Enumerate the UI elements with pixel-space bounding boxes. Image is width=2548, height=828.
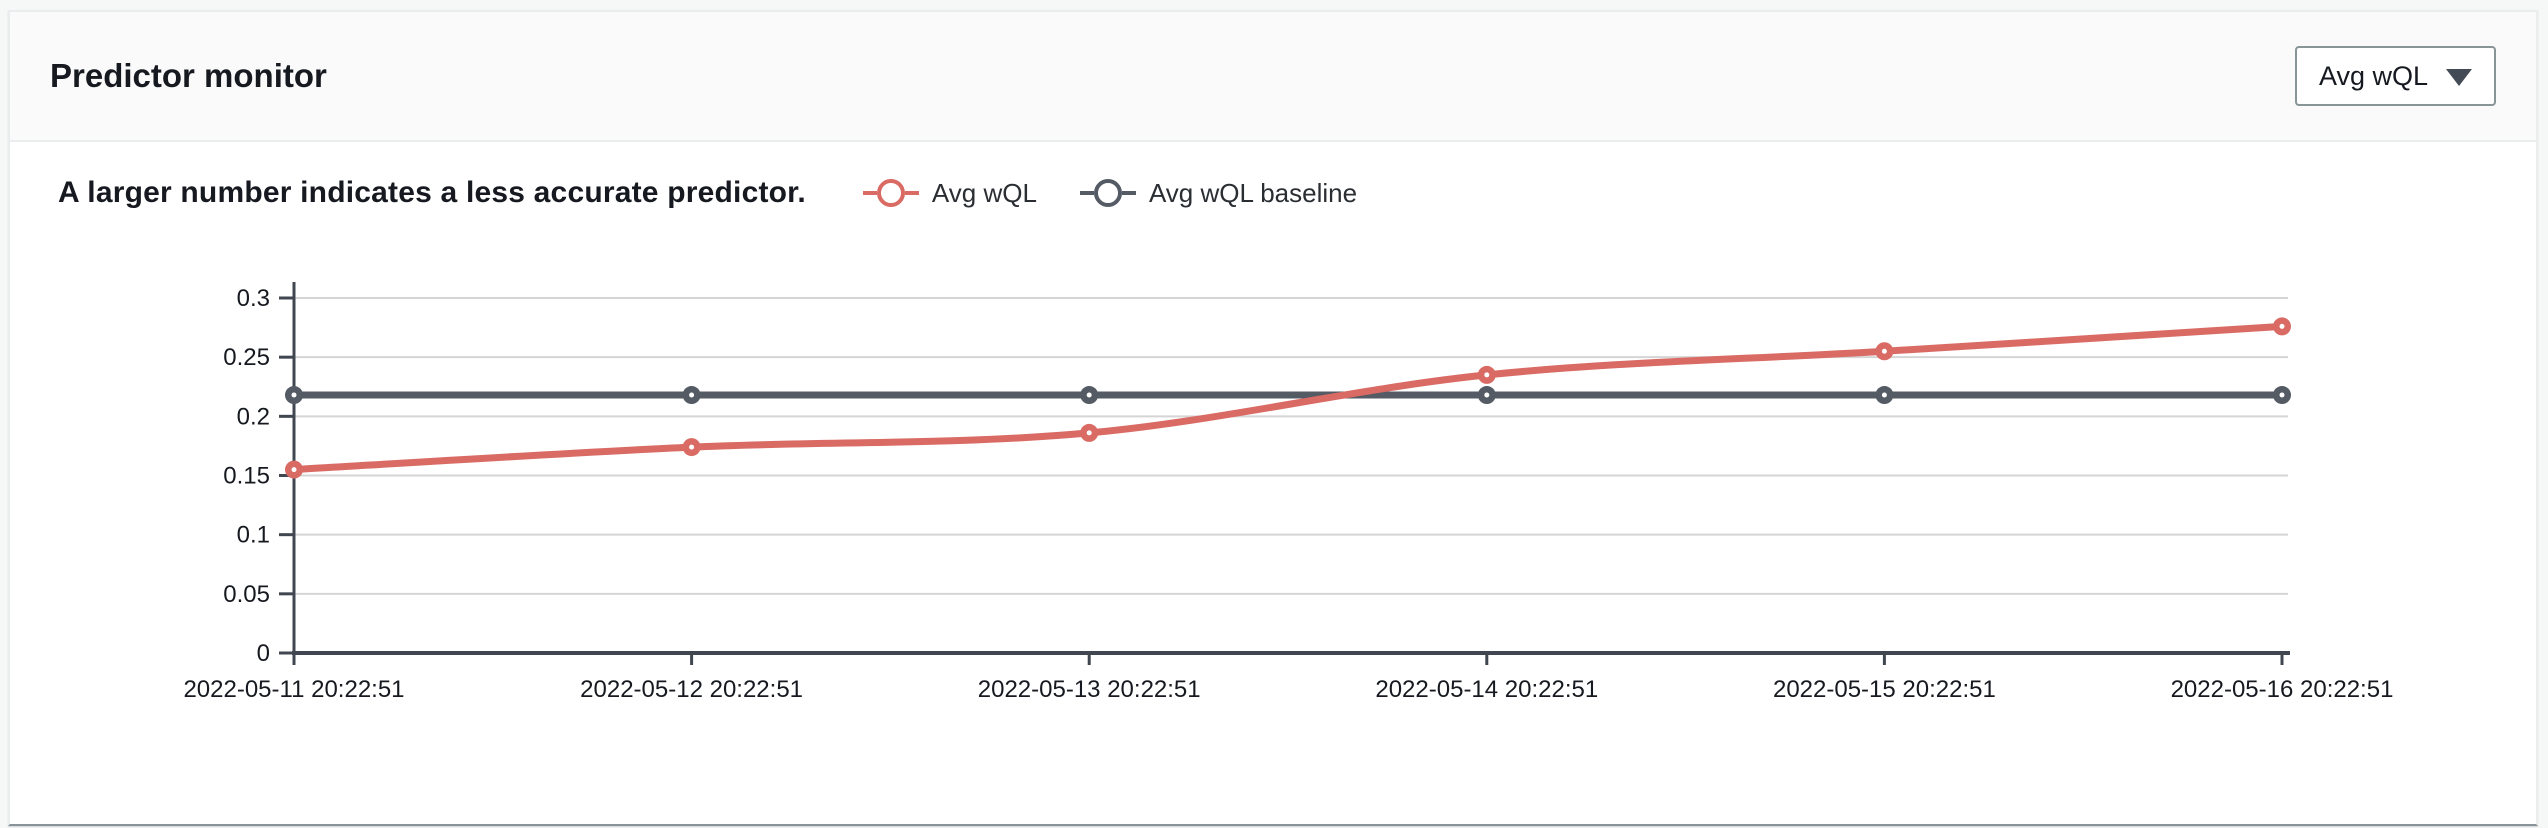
metric-select-dropdown[interactable]: Avg wQL	[2294, 46, 2496, 106]
y-tick-label: 0.2	[237, 403, 270, 430]
y-tick-label: 0	[257, 640, 270, 667]
legend-label: Avg wQL baseline	[1148, 177, 1358, 208]
chart-point-center	[1484, 392, 1490, 398]
chart-point-center	[1086, 430, 1092, 436]
predictor-monitor-chart[interactable]: 0 0.05 0.1 0.15 0.2 0.25 0.3 2022-05-11 20:22:5…	[10, 142, 2534, 820]
chart-point-center	[1484, 372, 1490, 378]
x-tick-label: 2022-05-14 20:22:51	[1375, 676, 1598, 703]
y-tick-label: 0.05	[223, 581, 270, 608]
x-tick-label: 2022-05-13 20:22:51	[978, 676, 1201, 703]
legend-label: Avg wQL	[931, 177, 1037, 208]
panel-body: 0 0.05 0.1 0.15 0.2 0.25 0.3 2022-05-11 20:22:5…	[10, 142, 2536, 822]
y-tick-label: 0.3	[237, 285, 270, 312]
y-tick-label: 0.1	[237, 522, 270, 549]
subtitle-row: A larger number indicates a less accurat…	[10, 142, 2536, 210]
chart-point-center	[1881, 392, 1887, 398]
chart-point-center	[689, 392, 695, 398]
x-tick-label: 2022-05-12 20:22:51	[580, 676, 803, 703]
x-tick-label: 2022-05-16 20:22:51	[2171, 676, 2394, 703]
chart-point-center	[1086, 392, 1092, 398]
legend-item-avg-wql[interactable]: Avg wQL	[862, 176, 1037, 210]
y-tick-label: 0.25	[223, 344, 270, 371]
y-tick-label: 0.15	[223, 463, 270, 490]
x-tick-label: 2022-05-11 20:22:51	[183, 676, 404, 703]
x-tick-label: 2022-05-15 20:22:51	[1773, 676, 1996, 703]
chart-point-center	[291, 392, 297, 398]
legend-marker-icon	[1079, 179, 1136, 207]
chart-point-center	[1881, 348, 1887, 354]
chart-subtitle: A larger number indicates a less accurat…	[58, 176, 806, 209]
chart-point-center	[2279, 392, 2285, 398]
caret-down-icon	[2446, 69, 2472, 86]
panel-header: Predictor monitor Avg wQL	[10, 12, 2536, 142]
chart-point-center	[291, 467, 297, 473]
chart-point-center	[689, 444, 695, 450]
legend-item-avg-wql-baseline[interactable]: Avg wQL baseline	[1079, 176, 1357, 210]
chart-svg: 0 0.05 0.1 0.15 0.2 0.25 0.3 2022-05-11 20:22:5…	[183, 282, 2394, 703]
metric-select-value: Avg wQL	[2318, 60, 2428, 91]
series-line-avg-wql	[290, 322, 2286, 474]
predictor-monitor-panel: Predictor monitor Avg wQL 0 0.05 0.1 0.15 0.…	[8, 10, 2538, 826]
chart-point-center	[2279, 323, 2285, 329]
chart-legend: Avg wQL Avg wQL baseline	[862, 176, 1357, 210]
legend-marker-icon	[862, 179, 919, 207]
panel-title: Predictor monitor	[50, 57, 327, 94]
